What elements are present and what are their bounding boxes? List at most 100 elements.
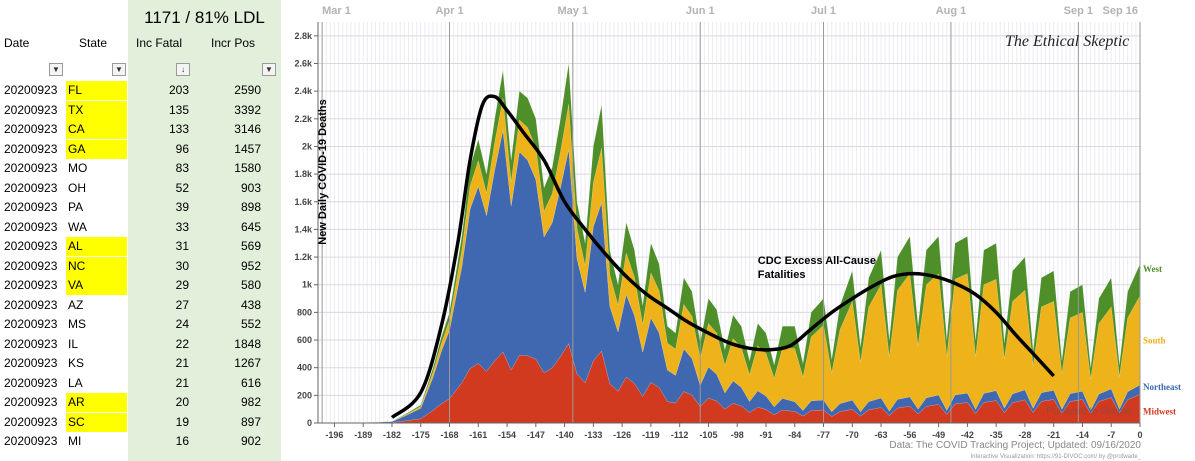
row-date: 20200923 (4, 141, 58, 156)
row-date: 20200923 (4, 278, 58, 292)
row-inc-fatal: 203 (168, 83, 189, 97)
table-row: 20200923 AR 20 982 (0, 393, 283, 412)
x-tick-label: -175 (412, 430, 430, 440)
row-inc-fatal: 21 (175, 356, 189, 370)
row-incr-pos: 1267 (234, 356, 261, 370)
row-inc-fatal: 83 (175, 161, 189, 175)
row-state: KS (68, 356, 85, 370)
x-tick-label: -56 (903, 430, 916, 440)
x-tick-label: -161 (469, 430, 487, 440)
x-tick-label: -147 (527, 430, 545, 440)
x-tick-label: -133 (584, 430, 602, 440)
y-tick-label: 1.6k (294, 197, 313, 207)
row-incr-pos: 3146 (234, 122, 261, 136)
row-inc-fatal: 96 (175, 141, 189, 156)
row-incr-pos: 1580 (234, 161, 261, 175)
row-incr-pos: 645 (240, 219, 261, 234)
table-row: 20200923 CA 133 3146 (0, 120, 283, 139)
y-tick-label: 400 (297, 363, 312, 373)
row-incr-pos: 1848 (234, 336, 261, 351)
x-tick-label: -28 (1018, 430, 1031, 440)
row-incr-pos: 982 (240, 395, 261, 409)
month-label: Aug 1 (936, 5, 967, 17)
region-legend: Midwest Northeast South West (1143, 264, 1181, 417)
y-tick-label: 0 (307, 418, 312, 428)
table-row: 20200923 GA 96 1457 (0, 139, 283, 159)
row-date: 20200923 (4, 356, 58, 370)
x-tick-label: 0 (1137, 430, 1142, 440)
row-state: GA (66, 139, 127, 159)
sort-fatal-button[interactable]: ↓ (176, 63, 190, 76)
row-state: MI (68, 434, 82, 448)
month-markers: Mar 1 Apr 1 May 1 Jun 1 Jul 1 Aug 1 Sep 1 Sep 1… (321, 5, 1141, 423)
x-tick-label: -70 (846, 430, 859, 440)
row-inc-fatal: 29 (175, 278, 189, 292)
table-row: 20200923 VA 29 580 (0, 276, 283, 295)
row-inc-fatal: 133 (168, 122, 189, 136)
y-tick-label: 200 (297, 390, 312, 400)
x-tick-label: -42 (961, 430, 974, 440)
y-tick-label: 2.4k (294, 86, 313, 96)
header-incr-pos: Incr Pos (211, 36, 256, 50)
legend-northeast: Northeast (1143, 382, 1181, 392)
filter-state-button[interactable]: ▼ (112, 63, 126, 76)
excess-curve-label-line2: Fatalities (758, 269, 806, 281)
month-label: Jul 1 (811, 5, 836, 17)
highlight-column-band (128, 0, 281, 461)
spreadsheet-panel: 1171 / 81% LDL Date State Inc Fatal Incr… (0, 0, 283, 461)
x-tick-label: -105 (699, 430, 717, 440)
row-incr-pos: 616 (240, 375, 261, 390)
header-inc-fatal: Inc Fatal (136, 36, 183, 50)
table-row: 20200923 PA 39 898 (0, 198, 283, 217)
row-inc-fatal: 20 (175, 395, 189, 409)
row-incr-pos: 552 (240, 317, 261, 331)
month-label: Sep 1 (1064, 5, 1093, 17)
table-row: 20200923 WA 33 645 (0, 218, 283, 237)
month-label: Apr 1 (435, 5, 463, 17)
table-row: 20200923 IL 22 1848 (0, 335, 283, 354)
x-tick-label: -63 (875, 430, 888, 440)
y-tick-label: 2.8k (294, 31, 313, 41)
covid-deaths-chart: Mar 1 Apr 1 May 1 Jun 1 Jul 1 Aug 1 Sep 1 Sep 1… (283, 0, 1195, 461)
filter-date-button[interactable]: ▼ (49, 63, 63, 76)
y-axis-label: New Daily COVID-19 Deaths (317, 99, 329, 245)
source-label: Data: The COVID Tracking Project; Update… (889, 440, 1141, 451)
row-state: AZ (68, 297, 84, 312)
y-tick-label: 2.2k (294, 114, 313, 124)
filter-pos-button[interactable]: ▼ (262, 63, 276, 76)
row-incr-pos: 902 (240, 434, 261, 448)
y-tick-label: 1k (302, 280, 313, 290)
table-row: 20200923 MS 24 552 (0, 315, 283, 334)
row-state: AL (66, 237, 127, 256)
row-state: LA (68, 375, 83, 390)
row-date: 20200923 (4, 239, 58, 253)
table-row: 20200923 AZ 27 438 (0, 296, 283, 315)
header-date: Date (4, 36, 30, 50)
x-tick-label: -140 (556, 430, 574, 440)
row-state: NC (66, 256, 127, 276)
excess-fatalities-curve (390, 94, 1055, 419)
excess-curve-label: CDC Excess All-Cause (758, 255, 876, 267)
row-state: PA (68, 200, 84, 214)
y-tick-label: 1.2k (294, 252, 313, 262)
x-tick-label: -49 (932, 430, 945, 440)
row-inc-fatal: 22 (175, 336, 189, 351)
row-state: WA (68, 219, 87, 234)
x-tick-label: -7 (1107, 430, 1115, 440)
row-incr-pos: 1457 (234, 141, 261, 156)
table-row: 20200923 MI 16 902 (0, 432, 283, 451)
row-date: 20200923 (4, 297, 58, 312)
table-row: 20200923 FL 203 2590 (0, 81, 283, 100)
month-label: Sep 16 (1103, 5, 1138, 17)
watermark-title: The Ethical Skeptic (1005, 33, 1129, 50)
row-inc-fatal: 33 (175, 219, 189, 234)
row-incr-pos: 952 (240, 258, 261, 273)
credit-label: Interactive Visualization: https://91-DI… (971, 454, 1142, 460)
row-state: MO (68, 161, 88, 175)
row-date: 20200923 (4, 258, 58, 273)
x-tick-label: -112 (671, 430, 689, 440)
row-inc-fatal: 19 (175, 414, 189, 429)
row-state: VA (66, 276, 127, 295)
row-incr-pos: 2590 (234, 83, 261, 97)
row-date: 20200923 (4, 219, 58, 234)
